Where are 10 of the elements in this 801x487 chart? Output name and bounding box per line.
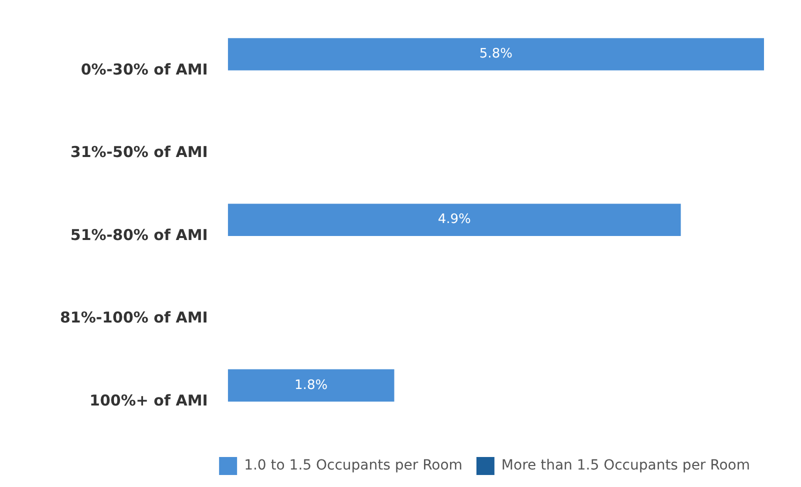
legend-label: More than 1.5 Occupants per Room — [501, 458, 750, 474]
y-tick-label: 100%+ of AMI — [90, 391, 208, 410]
legend-label: 1.0 to 1.5 Occupants per Room — [244, 458, 462, 474]
data-label: 5.8% — [479, 46, 512, 62]
y-tick-label: 0%-30% of AMI — [80, 60, 208, 78]
data-label: 4.9% — [438, 212, 471, 228]
y-tick-label: 31%-50% of AMI — [70, 143, 208, 162]
y-tick-label: 81%-100% of AMI — [60, 308, 208, 327]
y-tick-label: 51%-80% of AMI — [70, 226, 208, 244]
data-label: 1.8% — [294, 378, 328, 393]
